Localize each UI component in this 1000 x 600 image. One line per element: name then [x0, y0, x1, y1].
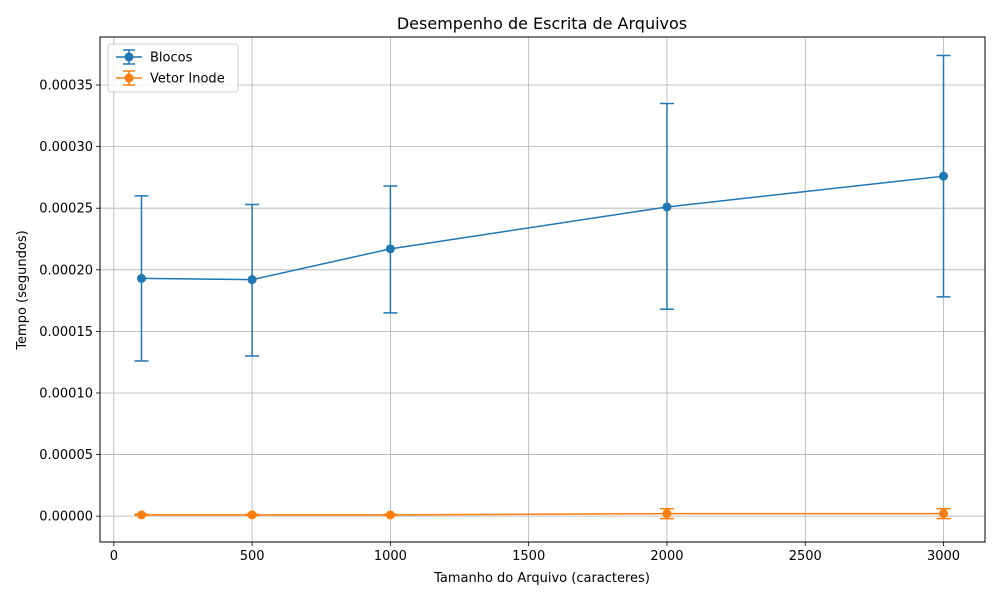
data-point: [247, 510, 257, 520]
data-point: [385, 510, 395, 520]
x-tick-label: 1000: [374, 549, 407, 564]
y-tick-label: 0.00010: [39, 386, 93, 401]
plot-frame: [99, 36, 986, 543]
data-point: [385, 244, 395, 254]
legend: Blocos Vetor Inode: [107, 43, 239, 93]
chart-title: Desempenho de Escrita de Arquivos: [397, 14, 687, 33]
x-tick-label: 0: [110, 549, 118, 564]
legend-entry-1: Blocos: [116, 49, 193, 66]
series-2: [134, 507, 951, 520]
x-axis-ticks: 0 500 1000 1500 2000 2500 3000: [110, 542, 960, 564]
data-point: [939, 509, 949, 519]
x-tick-label: 1500: [512, 549, 545, 564]
y-axis-label: Tempo (segundos): [15, 230, 30, 350]
legend-marker: [124, 52, 134, 62]
data-point: [662, 509, 672, 519]
y-tick-label: 0.00015: [39, 325, 93, 340]
data-point: [939, 171, 949, 181]
x-tick-label: 3000: [927, 549, 960, 564]
legend-label: Vetor Inode: [150, 72, 225, 87]
y-tick-label: 0.00035: [39, 79, 93, 94]
y-tick-label: 0.00025: [39, 202, 93, 217]
x-tick-label: 2000: [650, 549, 683, 564]
data-point: [662, 202, 672, 212]
series-1: [134, 54, 951, 362]
y-tick-label: 0.00030: [39, 140, 93, 155]
data-point: [136, 273, 146, 283]
series-line: [141, 512, 944, 516]
x-tick-label: 500: [240, 549, 265, 564]
legend-label: Blocos: [150, 51, 193, 66]
y-axis-ticks: 0.00000 0.00005 0.00010 0.00015 0.00020 0.000…: [39, 79, 100, 525]
series-line: [141, 175, 944, 281]
series-layer: [134, 54, 951, 520]
y-tick-label: 0.00020: [39, 263, 93, 278]
legend-marker: [124, 73, 134, 83]
grid: [100, 37, 985, 542]
legend-entry-2: Vetor Inode: [116, 70, 225, 87]
data-point: [247, 275, 257, 285]
data-point: [136, 510, 146, 520]
legend-box: [107, 43, 239, 93]
x-axis-label: Tamanho do Arquivo (caracteres): [433, 571, 650, 586]
y-tick-label: 0.00000: [39, 510, 93, 525]
y-tick-label: 0.00005: [39, 448, 93, 463]
x-tick-label: 2500: [789, 549, 822, 564]
